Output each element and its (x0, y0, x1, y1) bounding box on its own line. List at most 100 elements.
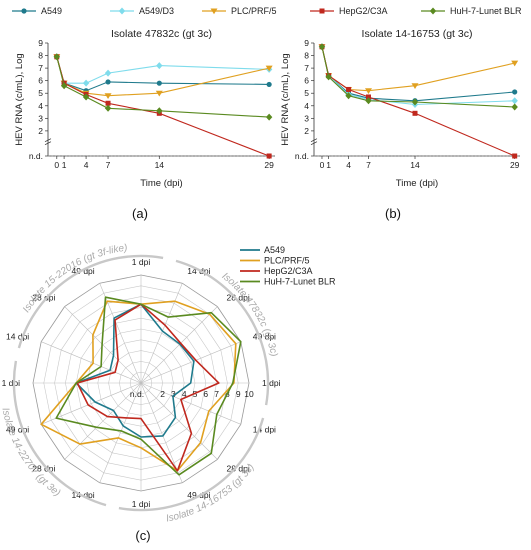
data-point-hepg2-c3a (512, 153, 518, 159)
radial-tick-label: 7 (214, 389, 219, 399)
legend-marker-hepg2-c3a (319, 8, 325, 14)
y-tick-label: 7 (304, 63, 309, 73)
isolate-label-path: Isolate 14-16753 (gt 3c) (165, 462, 257, 525)
radar-axis-label: 1 dpi (132, 257, 151, 267)
data-point-plc-prf-5 (155, 90, 163, 97)
radar-spoke (140, 341, 241, 384)
data-point-a549 (105, 79, 111, 85)
data-point-hepg2-c3a (346, 86, 352, 92)
x-tick-label: 0 (54, 160, 59, 170)
series-line-huh-7-lunet-blr (321, 46, 515, 108)
radial-tick-label: 9 (236, 389, 241, 399)
data-point-hepg2-c3a (105, 100, 111, 106)
legend-marker-plc-prf-5 (210, 8, 218, 15)
radar-axis-label: 28 dpi (32, 464, 55, 474)
y-tick-label: 8 (38, 51, 43, 61)
radar-series-a549 (75, 303, 195, 438)
chart-title: Isolate 47832c (gt 3c) (111, 28, 212, 40)
radar-spoke (140, 306, 218, 384)
top-legend: A549 A549/D3 PLC/PRF/5 HepG2/C3A HuH-7-Lunet… (12, 6, 522, 16)
data-point-huh-7-lunet-blr (511, 103, 518, 111)
radar-series-plc-prf-5 (40, 300, 237, 472)
x-tick-label: 4 (346, 160, 351, 170)
y-tick-label: 5 (304, 88, 309, 98)
data-point-huh-7-lunet-blr (365, 97, 372, 105)
data-point-plc-prf-5 (511, 60, 519, 67)
x-tick-label: 29 (510, 160, 520, 170)
y-tick-label: 4 (304, 101, 309, 111)
isolate-arc (175, 259, 270, 406)
radar-spoke (41, 382, 142, 425)
data-point-hepg2-c3a (365, 94, 371, 100)
isolate-arc (17, 254, 164, 349)
isolate-arc (118, 417, 265, 512)
data-point-hepg2-c3a (412, 110, 418, 116)
radial-tick-label: 6 (203, 389, 208, 399)
data-point-a549 (156, 80, 162, 86)
data-point-huh-7-lunet-blr (104, 104, 112, 112)
x-tick-label: 14 (155, 160, 165, 170)
radar-axis-label: 1 dpi (132, 499, 151, 509)
radial-tick-label: 2 (160, 389, 165, 399)
legend-label-plc-prf-5: PLC/PRF/5 (231, 6, 277, 16)
data-point-a549-d3 (511, 97, 518, 105)
panel-label-c: (c) (135, 528, 150, 543)
radar-axis-label: 14 dpi (6, 332, 29, 342)
x-tick-label: 4 (84, 160, 89, 170)
data-point-a549-d3 (156, 62, 163, 70)
x-tick-label: 0 (320, 160, 325, 170)
x-tick-label: 14 (410, 160, 420, 170)
legend-marker-a549 (21, 8, 27, 14)
y-tick-label: 4 (38, 101, 43, 111)
radar-axis-label: 28 dpi (32, 292, 55, 302)
radar-legend-label-hepg2-c3a: HepG2/C3A (264, 266, 313, 276)
radar-spoke (64, 382, 142, 460)
isolate-label: Isolate 14-22707 (gt 3e) (0, 407, 62, 499)
radial-tick-label: 4 (182, 389, 187, 399)
panel-label-b: (b) (385, 206, 401, 221)
radar-axis-label: 28 dpi (227, 292, 250, 302)
data-point-huh-7-lunet-blr (318, 43, 326, 51)
axis-break-mark (44, 138, 52, 143)
y-tick-label: 9 (38, 38, 43, 48)
radar-spoke (99, 283, 142, 384)
y-tick-label: 2 (38, 126, 43, 136)
legend-label-a549: A549 (41, 6, 62, 16)
panel-label-a: (a) (132, 206, 148, 221)
y-tick-label: 7 (38, 63, 43, 73)
radar-axis-label: 49 dpi (6, 424, 29, 434)
y-axis-label: HEV RNA (c/mL), Log (280, 53, 291, 145)
chart-title: Isolate 14-16753 (gt 3c) (362, 28, 473, 40)
series-line-huh-7-lunet-blr (56, 56, 270, 118)
radar-legend-label-huh-7-lunet-blr: HuH-7-Lunet BLR (264, 277, 336, 287)
axis-break-mark (310, 138, 318, 143)
radar-spoke (140, 382, 241, 425)
y-tick-label: 9 (304, 38, 309, 48)
radar-spoke (41, 341, 142, 384)
radar-series-huh-7-lunet-blr (55, 296, 242, 476)
data-point-huh-7-lunet-blr (60, 82, 68, 90)
data-point-huh-7-lunet-blr (53, 53, 60, 61)
x-tick-label: 29 (264, 160, 274, 170)
x-tick-label: 1 (326, 160, 331, 170)
y-tick-label: 8 (304, 51, 309, 61)
data-point-a549 (266, 81, 272, 88)
x-tick-label: 7 (106, 160, 111, 170)
radar-legend-label-a549: A549 (264, 245, 285, 255)
data-point-plc-prf-5 (265, 65, 273, 72)
y-tick-label: 6 (38, 76, 43, 86)
radar-spoke (140, 283, 183, 384)
data-point-huh-7-lunet-blr (156, 107, 163, 115)
x-tick-label: 7 (366, 160, 371, 170)
data-point-a549-d3 (104, 69, 112, 77)
y-tick-label: 2 (304, 126, 309, 136)
radar-legend-label-plc-prf-5: PLC/PRF/5 (264, 256, 310, 266)
series-line-a549-d3 (56, 56, 270, 84)
radar-spoke (140, 382, 183, 483)
y-tick-label: 3 (38, 113, 43, 123)
data-point-huh-7-lunet-blr (345, 92, 352, 100)
data-point-hepg2-c3a (266, 153, 272, 159)
